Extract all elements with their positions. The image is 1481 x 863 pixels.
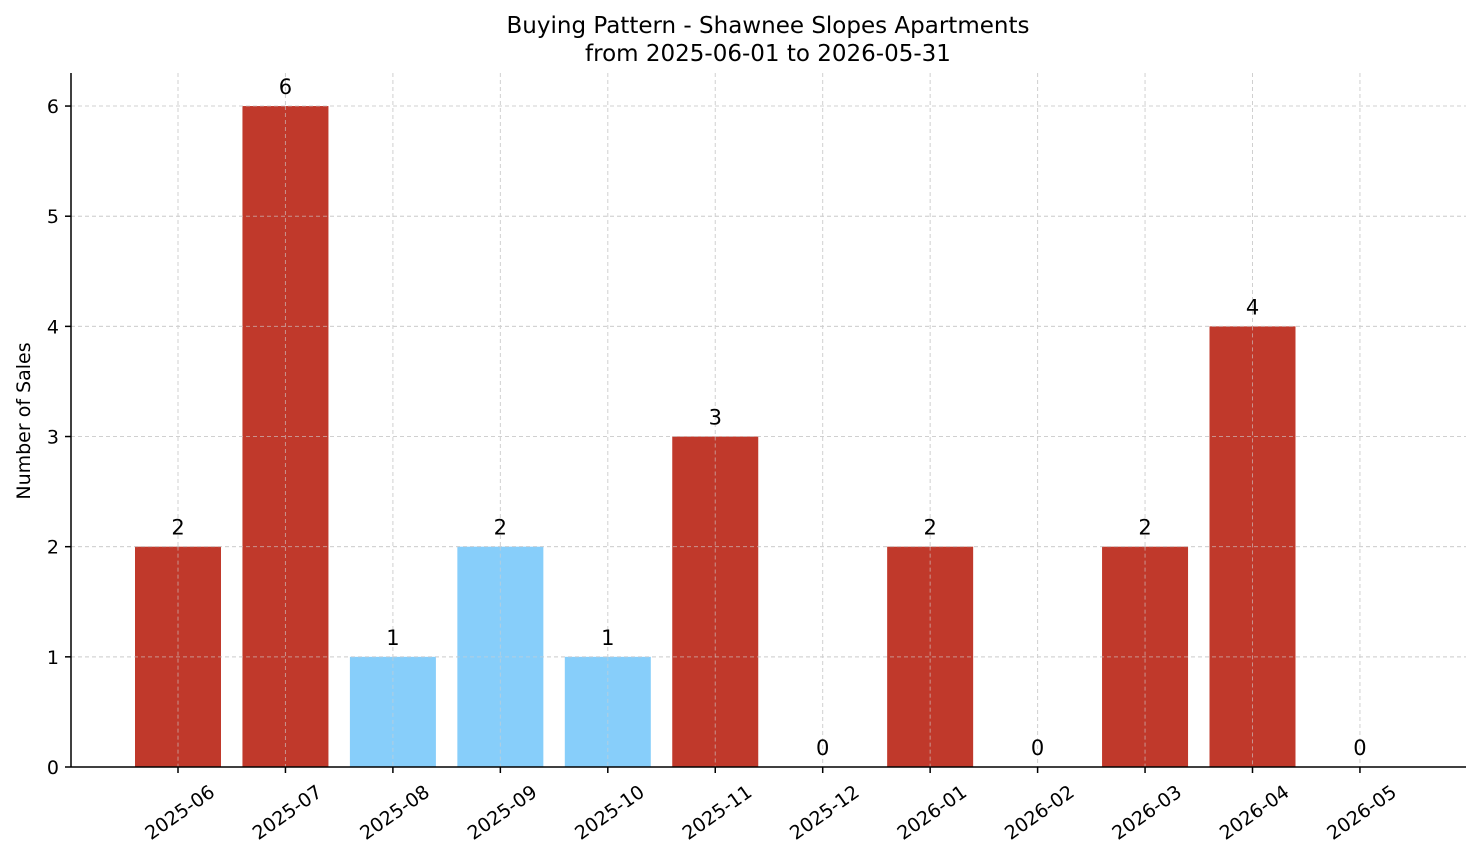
x-tick-label: 2026-01 (893, 781, 971, 845)
x-tick-label: 2025-12 (786, 781, 864, 845)
y-tick-label: 0 (47, 757, 59, 779)
axes (65, 73, 1466, 773)
bar-value-label: 2 (171, 516, 184, 540)
bars (71, 105, 1466, 768)
x-tick-label: 2025-06 (141, 781, 219, 845)
x-tick-label: 2025-08 (356, 781, 434, 845)
bar-value-label: 3 (709, 406, 722, 430)
x-tick-label: 2025-10 (571, 781, 649, 845)
x-tick-label: 2026-05 (1323, 781, 1401, 845)
y-tick-label: 3 (47, 427, 59, 449)
x-tick-label: 2025-07 (249, 781, 327, 845)
y-tick-label: 2 (47, 537, 59, 559)
x-tick-label: 2026-04 (1216, 781, 1294, 845)
bar-value-label: 2 (494, 516, 507, 540)
chart-subtitle: from 2025-06-01 to 2026-05-31 (585, 41, 951, 67)
bar-value-label: 1 (601, 626, 614, 650)
y-tick-label: 5 (47, 206, 59, 228)
x-tick-label: 2026-02 (1001, 781, 1079, 845)
x-tick-label: 2025-11 (678, 781, 756, 845)
y-tick-label: 4 (47, 316, 59, 338)
bar-value-label: 0 (816, 736, 829, 760)
bar-value-label: 4 (1246, 295, 1259, 319)
bar-value-label: 2 (1138, 516, 1151, 540)
y-tick-label: 6 (47, 96, 59, 118)
y-axis-label: Number of Sales (13, 342, 35, 499)
bar-value-label: 2 (923, 516, 936, 540)
bar-value-label: 6 (279, 75, 292, 99)
x-tick-label: 2025-09 (464, 781, 542, 845)
x-tick-label: 2026-03 (1108, 781, 1186, 845)
chart-title: Buying Pattern - Shawnee Slopes Apartmen… (507, 13, 1030, 39)
bar-value-label: 0 (1031, 736, 1044, 760)
bar-value-label: 1 (386, 626, 399, 650)
y-tick-label: 1 (47, 647, 59, 669)
bar-value-label: 0 (1353, 736, 1366, 760)
